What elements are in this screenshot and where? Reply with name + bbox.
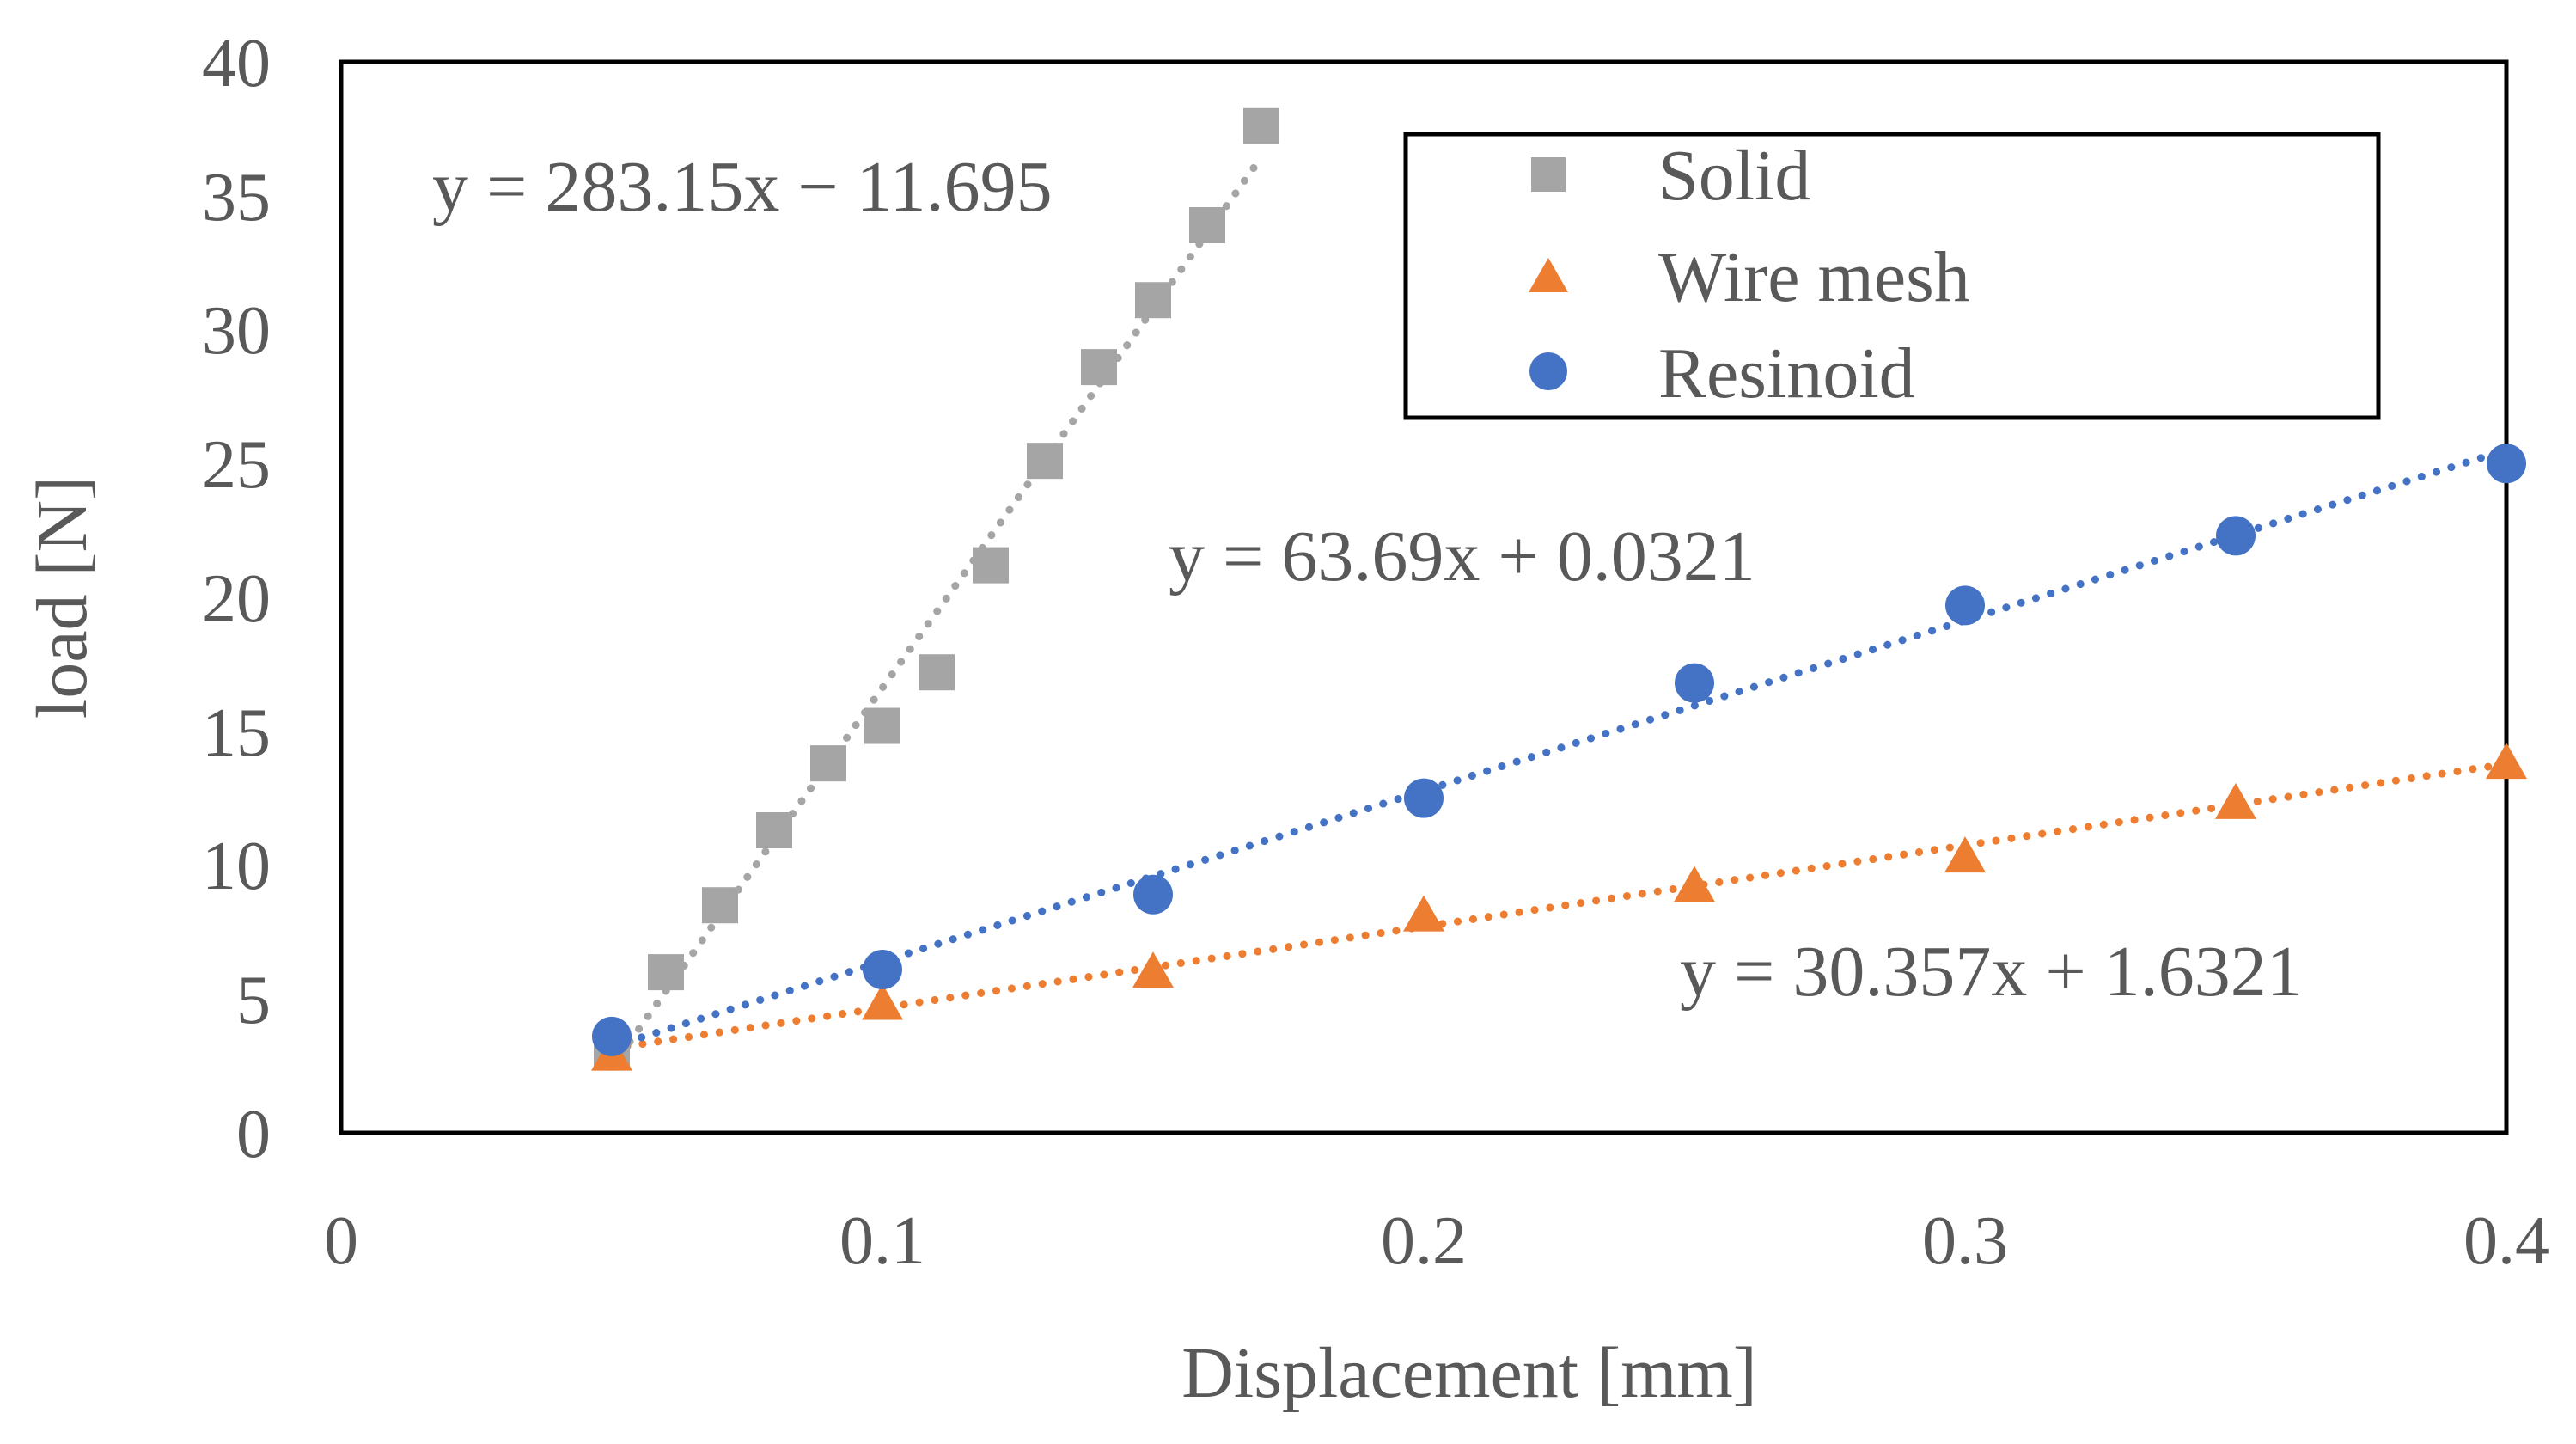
data-point-solid (810, 745, 846, 782)
data-point-resinoid (863, 949, 902, 989)
legend: Solid Wire mesh Resinoid (1403, 132, 2381, 420)
y-tick-label: 15 (202, 695, 271, 771)
data-point-solid (1027, 443, 1063, 480)
data-point-solid (973, 547, 1009, 584)
data-point-resinoid (2216, 516, 2256, 556)
legend-label-resinoid: Resinoid (1658, 333, 1915, 413)
legend-label-solid: Solid (1658, 136, 1810, 216)
x-tick-label: 0.2 (1381, 1203, 1467, 1279)
equation-wire-mesh: y = 30.357x + 1.6321 (1680, 932, 2303, 1012)
data-point-solid (1243, 107, 1279, 144)
data-point-solid (1081, 349, 1117, 386)
y-tick-label: 20 (202, 561, 271, 637)
legend-marker-solid (1531, 157, 1566, 192)
x-tick-label: 0 (324, 1203, 358, 1279)
data-point-resinoid (1675, 663, 1714, 703)
x-tick-label: 0.4 (2463, 1203, 2549, 1279)
trendline-resinoid (607, 445, 2511, 1051)
data-point-solid (756, 812, 792, 849)
data-point-resinoid (1404, 778, 1444, 818)
y-axis-title: load [N] (22, 476, 102, 719)
data-point-resinoid (592, 1016, 632, 1056)
data-point-solid (864, 707, 900, 744)
y-tick-labels: 0 5 10 15 20 25 30 35 40 (202, 26, 271, 1172)
y-tick-label: 30 (202, 293, 271, 369)
y-tick-label: 40 (202, 26, 271, 101)
legend-label-wire-mesh: Wire mesh (1658, 237, 1970, 317)
y-tick-label: 35 (202, 160, 271, 236)
data-point-resinoid (1945, 585, 1985, 626)
data-point-wire-mesh (862, 983, 903, 1020)
data-point-wire-mesh (2215, 782, 2256, 819)
data-point-wire-mesh (1403, 895, 1444, 932)
data-point-solid (1135, 282, 1171, 319)
plot-area-frame (339, 59, 2509, 1135)
data-point-wire-mesh (1674, 866, 1715, 903)
legend-box (1403, 132, 2381, 420)
x-axis-title: Displacement [mm] (1181, 1333, 1756, 1413)
data-point-solid (702, 887, 738, 924)
x-tick-label: 0.1 (839, 1203, 925, 1279)
y-tick-label: 0 (236, 1097, 271, 1172)
data-point-solid (919, 654, 955, 691)
data-point-resinoid (2487, 444, 2526, 484)
data-point-solid (1189, 207, 1225, 244)
data-point-resinoid (1133, 874, 1173, 915)
x-tick-label: 0.3 (1922, 1203, 2008, 1279)
data-point-wire-mesh (1944, 836, 1986, 873)
data-markers (591, 107, 2527, 1071)
x-tick-labels: 0 0.1 0.2 0.3 0.4 (324, 1203, 2549, 1279)
data-point-wire-mesh (2486, 743, 2527, 780)
legend-marker-resinoid (1529, 352, 1567, 390)
data-point-wire-mesh (1132, 951, 1174, 988)
y-tick-label: 10 (202, 829, 271, 904)
data-point-solid (648, 954, 684, 991)
y-tick-label: 5 (236, 963, 271, 1038)
y-tick-label: 25 (202, 427, 271, 503)
equation-solid: y = 283.15x − 11.695 (432, 147, 1053, 227)
equation-resinoid: y = 63.69x + 0.0321 (1169, 517, 1755, 597)
legend-marker-wire-mesh (1529, 258, 1568, 292)
